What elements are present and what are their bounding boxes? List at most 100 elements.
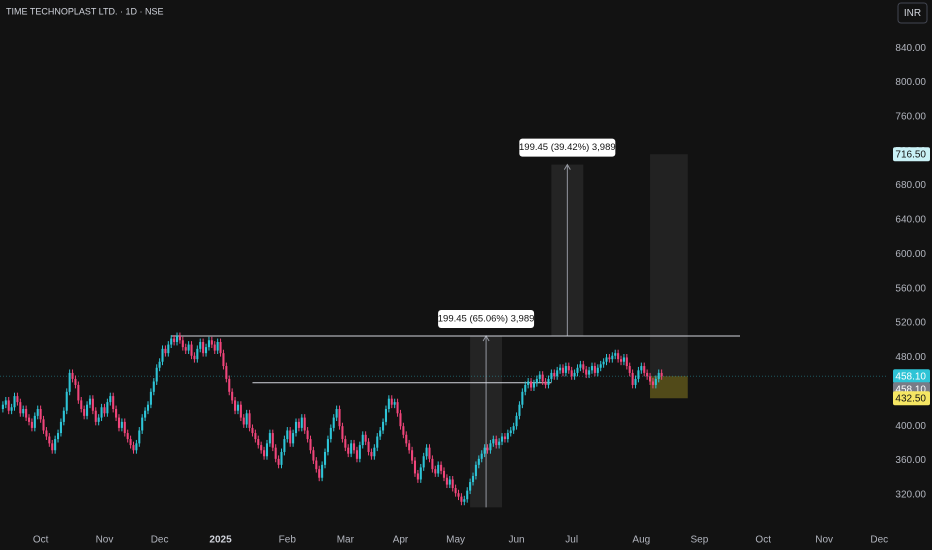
candle-body (210, 340, 213, 345)
candle-body (335, 409, 338, 418)
measure-label: 199.45 (39.42%) 3,989 (519, 142, 616, 153)
candle-body (477, 458, 480, 465)
measure-label-bg (438, 309, 535, 328)
candle-body (402, 426, 405, 435)
candle-body (321, 464, 324, 478)
candle-body (283, 439, 286, 452)
candle-body (323, 451, 327, 465)
candle-body (30, 421, 33, 428)
candle-body (376, 436, 379, 448)
y-tick-label: 840.00 (895, 43, 926, 54)
y-tick-label: 640.00 (895, 215, 926, 226)
candle-body (36, 409, 39, 416)
price-tag-label: 458.10 (895, 371, 926, 382)
candle-body (437, 464, 440, 474)
candle-body (471, 476, 475, 483)
candle-body (260, 445, 263, 451)
candle-body (135, 443, 138, 451)
candle-body (280, 451, 283, 465)
candle-body (530, 381, 533, 388)
candle-body (585, 369, 588, 375)
candle-body (503, 436, 506, 440)
x-tick-label: Oct (33, 535, 49, 546)
candle-body (541, 374, 544, 382)
candle-body (622, 357, 625, 362)
candle-body (495, 439, 498, 446)
candle-body (161, 348, 164, 362)
candle-body (10, 407, 13, 411)
x-tick-label: Nov (815, 535, 833, 546)
candle-body (315, 460, 318, 470)
candle-body (547, 378, 550, 385)
currency-label[interactable]: INR (904, 8, 921, 19)
candle-body (19, 402, 22, 414)
candle-body (451, 479, 454, 489)
candle-body (257, 439, 260, 446)
candle-body (164, 348, 167, 354)
candle-body (141, 417, 144, 431)
candle-body (474, 464, 477, 477)
candle-body (138, 430, 141, 444)
candle-body (184, 347, 187, 351)
candle-body (25, 409, 28, 418)
y-tick-label: 480.00 (895, 352, 926, 363)
candle-body (71, 372, 74, 379)
candle-body (33, 415, 36, 428)
x-tick-label: Feb (279, 535, 297, 546)
candle-body (234, 400, 237, 411)
candle-body (419, 467, 422, 480)
candle-body (222, 353, 225, 367)
candle-body (382, 421, 385, 431)
candle-body (263, 450, 266, 457)
candle-body (117, 417, 121, 428)
candle-body (648, 376, 652, 382)
x-tick-label: Dec (870, 535, 888, 546)
candle-body (216, 341, 219, 351)
candle-body (486, 447, 489, 451)
candle-body (651, 381, 654, 385)
candle-body (196, 348, 199, 360)
x-tick-label: Apr (393, 535, 409, 546)
candle-body (347, 447, 350, 454)
x-tick-label: Dec (151, 535, 169, 546)
candle-body (466, 490, 469, 500)
candle-body (132, 445, 135, 451)
candle-body (239, 404, 242, 418)
candle-body (225, 366, 228, 379)
candle-body (178, 335, 181, 341)
candle-body (654, 378, 657, 385)
candle-body (396, 402, 399, 414)
candle-body (413, 460, 417, 474)
candle-body (399, 413, 402, 427)
candle-body (527, 381, 530, 385)
candle-body (411, 450, 414, 461)
candle-body (596, 367, 599, 373)
candle-body (416, 473, 419, 480)
candle-body (251, 427, 254, 434)
candle-body (573, 372, 576, 377)
candle-body (428, 447, 431, 459)
x-tick-label: 2025 (209, 535, 232, 546)
candle-body (202, 341, 205, 354)
candle-body (379, 430, 382, 437)
candle-body (48, 436, 51, 444)
chart-title: TIME TECHNOPLAST LTD. · 1D · NSE (6, 6, 164, 16)
candle-body (344, 439, 347, 448)
candle-body (274, 447, 277, 459)
candle-body (303, 417, 306, 431)
candle-body (422, 456, 425, 468)
x-tick-label: Jul (565, 535, 578, 546)
candle-body (254, 433, 257, 440)
candle-body (146, 404, 150, 411)
candle-body (590, 366, 594, 371)
candle-body (292, 433, 295, 444)
candle-body (213, 344, 216, 351)
candle-body (231, 391, 234, 401)
candle-body (498, 441, 501, 446)
y-tick-label: 800.00 (895, 77, 926, 88)
candle-body (646, 372, 649, 377)
candle-body (341, 426, 344, 440)
currency-button[interactable] (897, 2, 928, 24)
candle-body (42, 419, 45, 431)
